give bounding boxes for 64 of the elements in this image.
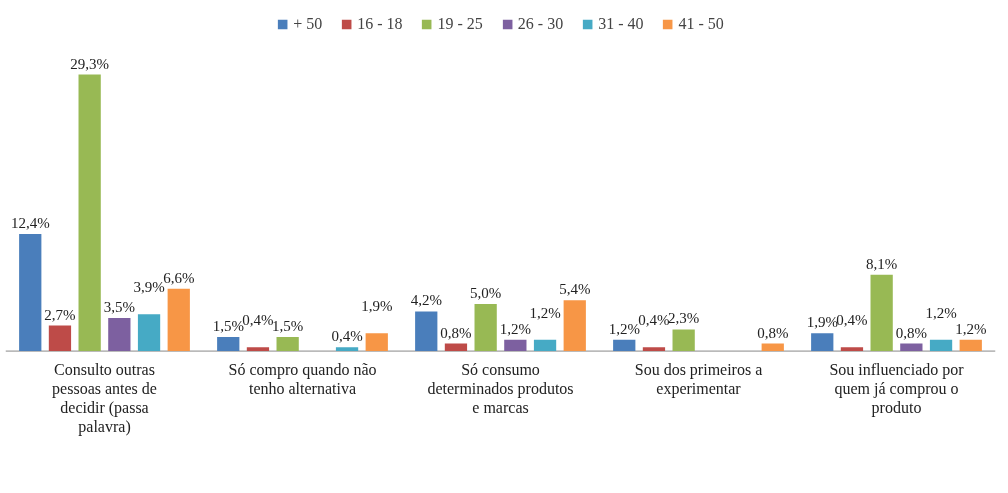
x-tick-label: Só consumo determinados produtos e marcas bbox=[427, 361, 574, 417]
x-tick-label: Sou dos primeiros a experimentar bbox=[634, 361, 763, 399]
data-label: 0,8% bbox=[757, 324, 789, 341]
bar bbox=[48, 325, 72, 352]
data-label: 1,2% bbox=[955, 320, 987, 337]
bar bbox=[642, 347, 666, 352]
data-label: 1,5% bbox=[272, 317, 304, 334]
data-label: 2,3% bbox=[668, 310, 700, 327]
bar bbox=[533, 339, 557, 352]
bar bbox=[444, 343, 468, 352]
bar bbox=[672, 329, 695, 352]
bar bbox=[870, 274, 893, 352]
data-label: 0,8% bbox=[895, 324, 927, 341]
data-label: 12,4% bbox=[10, 215, 50, 232]
legend-label: 31 - 40 bbox=[598, 15, 644, 33]
x-tick-label: Consulto outras pessoas antes de decidir (passa palavra) bbox=[52, 361, 157, 437]
bar bbox=[276, 336, 299, 352]
data-label: 0,4% bbox=[638, 312, 670, 329]
data-label: 0,4% bbox=[331, 328, 363, 345]
bar bbox=[761, 343, 784, 352]
data-label: 0,4% bbox=[836, 312, 868, 329]
bar bbox=[840, 347, 864, 352]
legend-label: 16 - 18 bbox=[357, 15, 403, 33]
data-label: 1,2% bbox=[529, 304, 561, 321]
bar bbox=[217, 336, 240, 352]
data-label: 6,6% bbox=[163, 269, 195, 286]
data-label: 1,2% bbox=[608, 320, 640, 337]
data-label: 5,0% bbox=[470, 284, 502, 301]
bar bbox=[929, 339, 953, 352]
data-label: 5,4% bbox=[559, 281, 591, 298]
legend-label: + 50 bbox=[293, 15, 323, 33]
x-tick-label: Só compro quando não tenho alternativa bbox=[228, 361, 377, 398]
bar bbox=[811, 333, 834, 352]
bar bbox=[167, 288, 190, 352]
bar bbox=[415, 311, 438, 352]
data-label: 3,9% bbox=[133, 279, 165, 296]
data-label: 8,1% bbox=[866, 255, 898, 272]
bar bbox=[246, 347, 270, 352]
data-label: 0,8% bbox=[440, 324, 472, 341]
data-label: 1,2% bbox=[499, 320, 531, 337]
data-label: 1,9% bbox=[361, 298, 393, 315]
bar bbox=[504, 339, 527, 352]
legend-label: 26 - 30 bbox=[517, 15, 564, 33]
bar bbox=[959, 339, 982, 352]
legend-label: 41 - 50 bbox=[678, 15, 724, 33]
bar bbox=[108, 318, 131, 352]
bar bbox=[78, 74, 101, 352]
bar bbox=[137, 314, 161, 352]
data-label: 2,7% bbox=[44, 306, 76, 323]
bar bbox=[19, 234, 42, 352]
data-label: 3,5% bbox=[103, 299, 135, 316]
data-label: 4,2% bbox=[410, 292, 442, 309]
data-label: 1,9% bbox=[806, 314, 838, 331]
data-label: 29,3% bbox=[70, 55, 110, 72]
bar bbox=[474, 303, 497, 352]
bar bbox=[613, 339, 636, 352]
data-label: 1,5% bbox=[212, 317, 244, 334]
bar bbox=[335, 347, 359, 352]
x-tick-label: Sou influenciado por quem já comprou o produto bbox=[829, 361, 965, 418]
bar bbox=[563, 300, 586, 352]
bar bbox=[900, 343, 923, 352]
legend-label: 19 - 25 bbox=[437, 15, 483, 33]
bar bbox=[365, 333, 388, 352]
data-label: 1,2% bbox=[925, 304, 957, 321]
